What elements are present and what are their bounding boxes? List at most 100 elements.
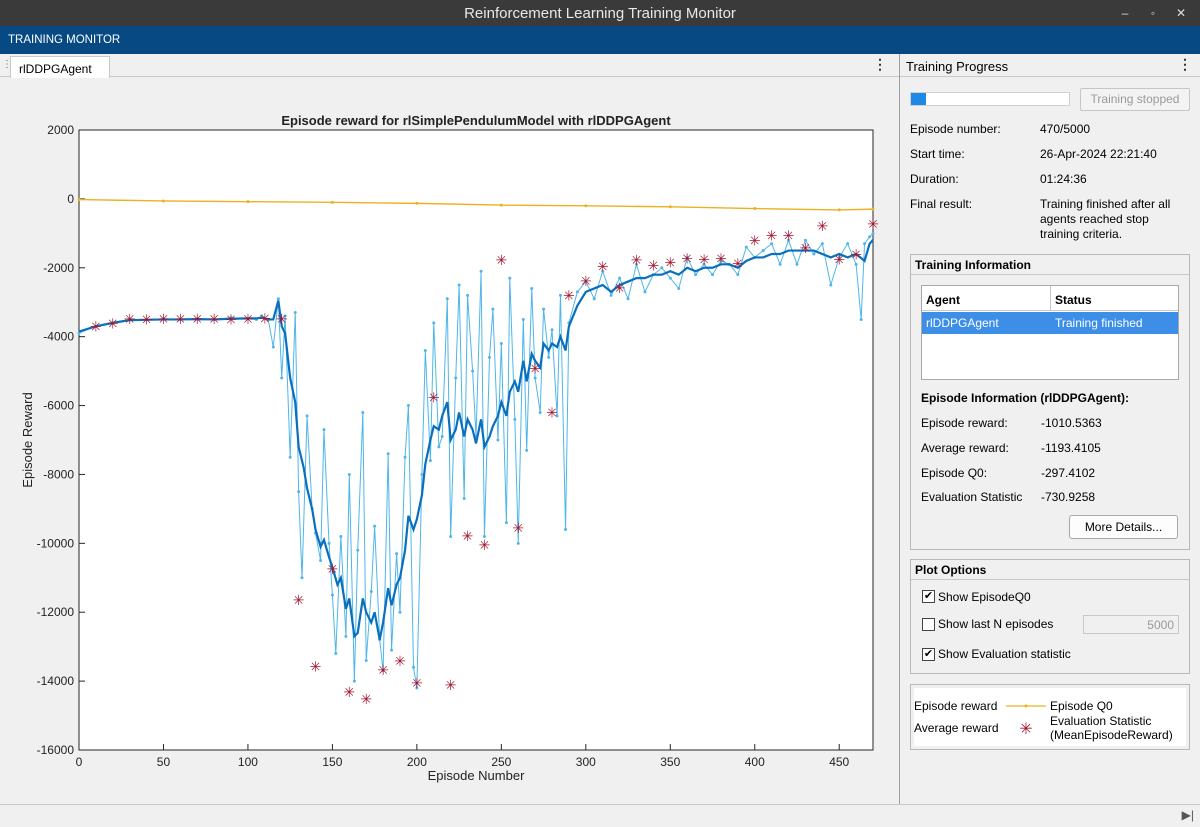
episode-reward-point	[820, 242, 824, 246]
stop-training-button[interactable]: Training stopped	[1080, 88, 1190, 111]
episode-q0-point	[837, 208, 841, 212]
training-progress-bar	[910, 92, 1070, 106]
evaluation-point: ✳	[276, 311, 288, 327]
episode-reward-point	[305, 414, 309, 418]
episode-reward-point	[702, 262, 706, 266]
final-result-label: Final result:	[910, 197, 973, 211]
episode-number-value: 470/5000	[1040, 122, 1091, 136]
evaluation-point: ✳	[766, 228, 778, 244]
episode-reward-point	[406, 404, 410, 408]
evaluation-point: ✳	[293, 592, 305, 608]
tab-training-monitor[interactable]: TRAINING MONITOR	[8, 34, 121, 46]
restore-icon[interactable]: ◦	[1150, 6, 1156, 20]
episode-reward-point	[521, 317, 525, 321]
episode-q0-point	[668, 205, 672, 209]
evaluation-point: ✳	[343, 684, 355, 700]
start-time-value: 26-Apr-2024 22:21:40	[1040, 147, 1157, 161]
plot-options-panel: Plot Options ✔ Show EpisodeQ0 Show last …	[910, 559, 1190, 674]
episode-reward-value: -1010.5363	[1041, 416, 1102, 430]
episode-reward-point	[744, 245, 748, 249]
expand-panel-icon[interactable]: ▶|	[1181, 808, 1194, 822]
episode-reward-point	[859, 317, 863, 321]
episode-reward-point	[516, 541, 520, 545]
plot-menu-icon[interactable]: ⋮	[873, 56, 887, 72]
evaluation-point: ✳	[529, 361, 541, 377]
episode-reward-point	[293, 311, 297, 315]
episode-reward-point	[618, 276, 622, 280]
episode-reward-point	[300, 576, 304, 580]
tab-grip-icon[interactable]: ⋮	[2, 59, 12, 70]
episode-reward-point	[499, 342, 503, 346]
training-progress-panel: Training Progress ⋮ Training stopped Epi…	[900, 54, 1200, 804]
y-tick-label: -12000	[37, 605, 75, 619]
episode-reward-point	[482, 534, 486, 538]
minimize-icon[interactable]: –	[1121, 6, 1129, 20]
training-information-panel: Training Information Agent Status rlDDPG…	[910, 254, 1190, 550]
panel-divider[interactable]	[899, 54, 900, 827]
evaluation-point: ✳	[850, 247, 862, 263]
eval-stat-value: -730.9258	[1041, 490, 1096, 504]
evaluation-point: ✳	[800, 240, 812, 256]
status-column-header[interactable]: Status	[1051, 286, 1178, 311]
show-eval-checkbox[interactable]: ✔	[922, 648, 935, 661]
x-tick-label: 250	[491, 755, 511, 769]
x-tick-label: 400	[745, 755, 765, 769]
evaluation-point: ✳	[867, 216, 879, 232]
plot-options-title: Plot Options	[911, 560, 1189, 580]
evaluation-point: ✳	[479, 537, 491, 553]
legend-eval-line2: (MeanEpisodeReward)	[1050, 728, 1173, 742]
evaluation-point: ✳	[124, 311, 136, 327]
evaluation-point: ✳	[462, 528, 474, 544]
episode-reward-point	[803, 238, 807, 242]
episode-reward-point	[643, 290, 647, 294]
evaluation-point: ✳	[445, 677, 457, 693]
show-eval-label[interactable]: Show Evaluation statistic	[938, 647, 1071, 661]
y-axis-label: Episode Reward	[20, 392, 35, 487]
close-icon[interactable]: ✕	[1175, 6, 1187, 20]
episode-reward-point	[770, 242, 774, 246]
legend-box: Episode reward Average reward ✳ Episode …	[914, 688, 1186, 746]
episode-reward-point	[390, 648, 394, 652]
episode-reward-point	[361, 410, 365, 414]
y-tick-label: -16000	[37, 743, 75, 757]
evaluation-point: ✳	[698, 252, 710, 268]
episode-reward-point	[530, 286, 534, 290]
start-time-label: Start time:	[910, 147, 965, 161]
episode-info-title: Episode Information (rlDDPGAgent):	[921, 391, 1129, 405]
table-row[interactable]: rlDDPGAgent Training finished	[922, 312, 1178, 334]
episode-reward-point	[356, 548, 360, 552]
episode-reward-point	[868, 235, 872, 239]
legend-episode-q0: Episode Q0	[1050, 699, 1113, 713]
panel-menu-icon[interactable]: ⋮	[1178, 56, 1192, 72]
agent-column-header[interactable]: Agent	[922, 286, 1051, 311]
last-n-input[interactable]: 5000	[1083, 615, 1179, 634]
episode-reward-point	[420, 472, 424, 476]
evaluation-point: ✳	[614, 280, 626, 296]
evaluation-point: ✳	[394, 653, 406, 669]
status-cell: Training finished	[1055, 316, 1143, 330]
episode-reward-point	[542, 307, 546, 311]
show-q0-checkbox[interactable]: ✔	[922, 590, 935, 603]
final-result-value: Training finished after all agents reach…	[1040, 197, 1171, 241]
tab-rlddpgagent[interactable]: rlDDPGAgent	[10, 56, 110, 78]
evaluation-point: ✳	[749, 233, 761, 249]
episode-q0-point	[415, 201, 419, 205]
legend-panel: Episode reward Average reward ✳ Episode …	[910, 684, 1190, 750]
show-last-n-checkbox[interactable]	[922, 618, 935, 631]
episode-reward-point	[364, 658, 368, 662]
episode-reward-point	[626, 297, 630, 301]
episode-q0-point	[871, 207, 875, 211]
episode-q0-point	[161, 199, 165, 203]
evaluation-point: ✳	[107, 316, 119, 332]
evaluation-point: ✳	[783, 227, 795, 243]
episode-reward-point	[558, 293, 562, 297]
episode-reward-point	[462, 497, 466, 501]
show-q0-label[interactable]: Show EpisodeQ0	[938, 590, 1031, 604]
show-last-n-label[interactable]: Show last N episodes	[938, 617, 1054, 631]
agent-cell: rlDDPGAgent	[926, 316, 999, 330]
evaluation-point: ✳	[597, 259, 609, 275]
episode-reward-point	[854, 262, 858, 266]
y-tick-label: -6000	[43, 399, 74, 413]
evaluation-point: ✳	[715, 250, 727, 266]
more-details-button[interactable]: More Details...	[1069, 515, 1178, 539]
